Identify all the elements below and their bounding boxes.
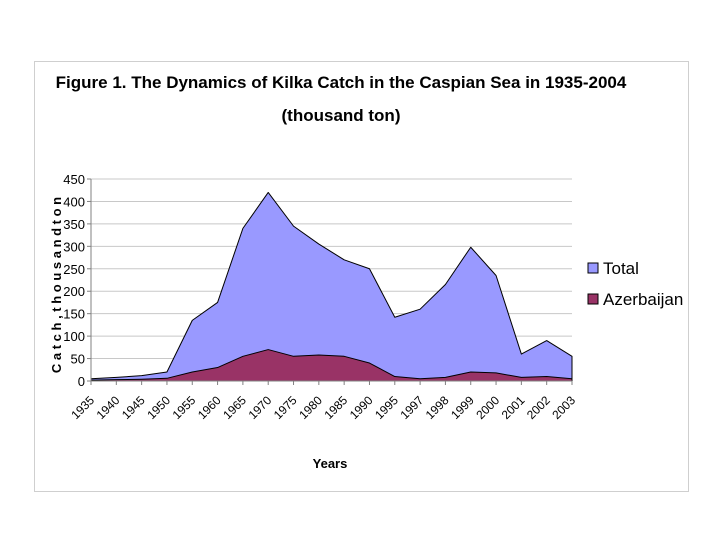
y-tick-label: 200 [63, 284, 85, 299]
x-tick-label: 1975 [271, 393, 300, 422]
x-tick-label: 1935 [68, 393, 97, 422]
x-tick-labels: 1935194019451950195519601965197019751980… [68, 393, 578, 422]
y-tick-label: 50 [71, 352, 85, 367]
x-tick-label: 1985 [321, 393, 350, 422]
x-tick-label: 1950 [144, 393, 173, 422]
x-tick-label: 1995 [372, 393, 401, 422]
legend: Total Azerbaijan [587, 259, 683, 309]
legend-swatch-azerbaijan [587, 293, 599, 305]
series-area-total [90, 191, 573, 382]
x-tick-label: 1970 [246, 393, 275, 422]
x-tick-label: 1965 [220, 393, 249, 422]
y-tick-label: 0 [78, 374, 85, 389]
x-tick-label: 1999 [448, 393, 477, 422]
x-tick-label: 2003 [549, 393, 578, 422]
x-tick-label: 1980 [296, 393, 325, 422]
y-tick-label: 250 [63, 262, 85, 277]
axes [87, 178, 573, 385]
y-tick-labels: 0 50 100 150 200 250 300 350 400 450 [63, 172, 85, 389]
x-tick-label: 1940 [94, 393, 123, 422]
chart-title: Figure 1. The Dynamics of Kilka Catch in… [56, 73, 627, 92]
x-axis-label: Years [313, 456, 348, 471]
y-tick-label: 150 [63, 307, 85, 322]
y-tick-label: 350 [63, 217, 85, 232]
y-axis-label: C a t c h , t h o u s a n d t o n [49, 197, 64, 373]
x-tick-label: 2001 [499, 393, 528, 422]
series-areas [90, 191, 573, 382]
x-tick-label: 1998 [423, 393, 452, 422]
series-area-azerbaijan [90, 349, 573, 382]
y-tick-label: 400 [63, 194, 85, 209]
legend-label-azerbaijan: Azerbaijan [603, 290, 683, 309]
x-tick-label: 1960 [195, 393, 224, 422]
x-tick-label: 2002 [524, 393, 553, 422]
y-tick-label: 450 [63, 172, 85, 187]
x-tick-label: 1945 [119, 393, 148, 422]
chart-subtitle: (thousand ton) [282, 106, 401, 125]
y-tick-label: 300 [63, 239, 85, 254]
legend-swatch-total [587, 262, 599, 274]
legend-label-total: Total [603, 259, 639, 278]
x-tick-label: 1990 [347, 393, 376, 422]
x-tick-label: 1955 [170, 393, 199, 422]
x-tick-label: 1997 [397, 393, 426, 422]
y-tick-label: 100 [63, 329, 85, 344]
x-tick-label: 2000 [473, 393, 502, 422]
